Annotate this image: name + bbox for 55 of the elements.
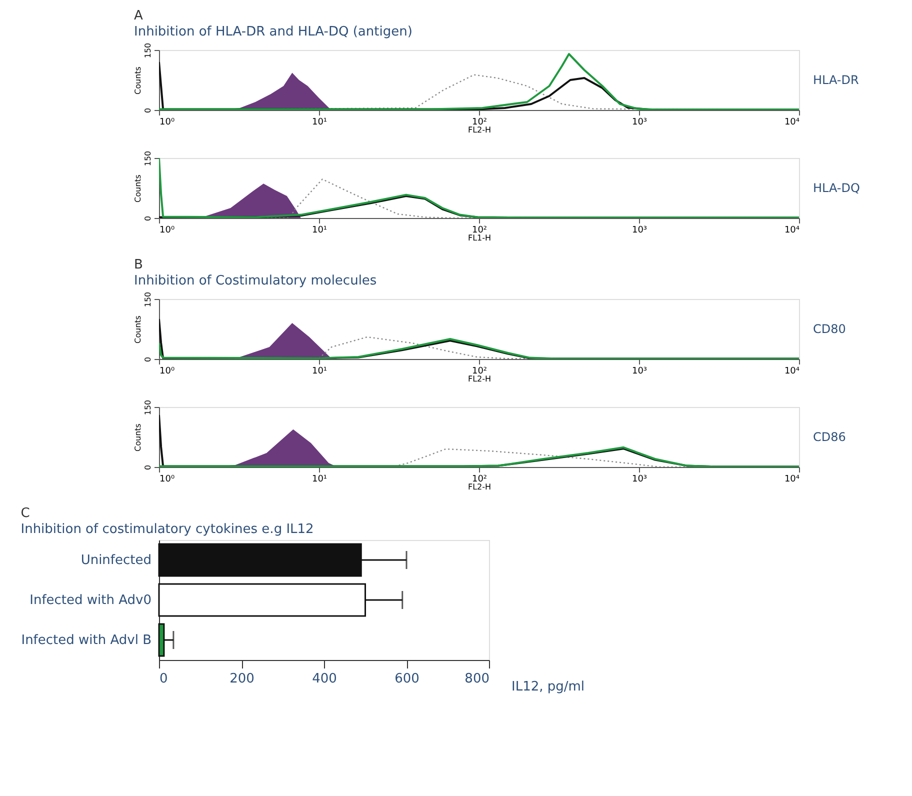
x-tick-label: 200	[230, 672, 254, 686]
y-tick-label: 0	[144, 464, 152, 470]
chart-subtitle: Inhibition of costimulatory cytokines e.g IL12	[20, 522, 314, 537]
x-axis-title: FL2-H	[468, 374, 492, 384]
x-tick-label: 600	[394, 672, 420, 686]
x-tick-label: 10⁴	[784, 366, 800, 376]
y-tick-label: Infected with Advl B	[21, 633, 152, 648]
x-tick-label: 10³	[632, 366, 648, 376]
x-tick-label: 10⁴	[784, 474, 800, 484]
y-tick-label: 150	[144, 292, 152, 308]
text: HLA-DR	[813, 73, 859, 87]
chart-subtitle: Inhibition of Costimulatory molecules	[134, 273, 377, 288]
x-tick-label: 10⁰	[160, 474, 175, 484]
x-tick-label: 10³	[632, 226, 648, 236]
x-tick-label: 10¹	[312, 226, 328, 236]
x-axis-title: FL2-H	[468, 126, 492, 134]
chart-title: B	[134, 257, 143, 272]
x-tick-label: 10³	[632, 474, 648, 484]
y-axis-title: Counts	[134, 174, 142, 202]
x-tick-label: 10⁰	[160, 118, 175, 128]
text: CD86	[813, 430, 846, 444]
chart-title: A	[134, 8, 143, 24]
x-tick-label: 10⁰	[160, 366, 175, 376]
y-tick-label: 0	[144, 356, 152, 362]
x-tick-label: 10³	[632, 118, 648, 128]
x-tick-label: 10²	[472, 474, 488, 484]
text: CD80	[813, 322, 846, 336]
x-tick-label: 10¹	[312, 366, 328, 376]
x-tick-label: 0	[160, 672, 168, 686]
y-tick-label: Uninfected	[80, 553, 152, 568]
x-tick-label: 10²	[472, 226, 488, 236]
y-tick-label: 150	[144, 150, 152, 166]
y-tick-label: 0	[144, 108, 152, 114]
y-tick-label: 0	[144, 216, 152, 222]
y-axis-title: Counts	[134, 316, 142, 344]
x-axis-title: IL12, pg/ml	[512, 680, 585, 694]
text: HLA-DQ	[813, 181, 860, 195]
chart-subtitle: Inhibition of HLA-DR and HLA-DQ (antigen)	[134, 24, 412, 40]
y-tick-label: 150	[144, 400, 152, 416]
x-tick-label: 10⁴	[784, 226, 800, 236]
y-tick-label: 150	[144, 42, 152, 58]
x-tick-label: 800	[464, 672, 490, 686]
text: C	[20, 506, 30, 521]
x-tick-label: 10²	[472, 366, 488, 376]
y-axis-title: Counts	[134, 66, 142, 94]
y-tick-label: Infected with Adv0	[30, 593, 152, 608]
x-tick-label: 10⁰	[160, 226, 175, 236]
x-tick-label: 10¹	[312, 474, 328, 484]
x-tick-label: 10¹	[312, 118, 328, 128]
x-tick-label: 10²	[472, 118, 488, 128]
y-axis-title: Counts	[134, 424, 142, 452]
x-axis-title: FL1-H	[468, 234, 492, 242]
x-tick-label: 10⁴	[784, 118, 800, 128]
x-axis-title: FL2-H	[468, 482, 492, 492]
x-tick-label: 400	[312, 672, 337, 686]
